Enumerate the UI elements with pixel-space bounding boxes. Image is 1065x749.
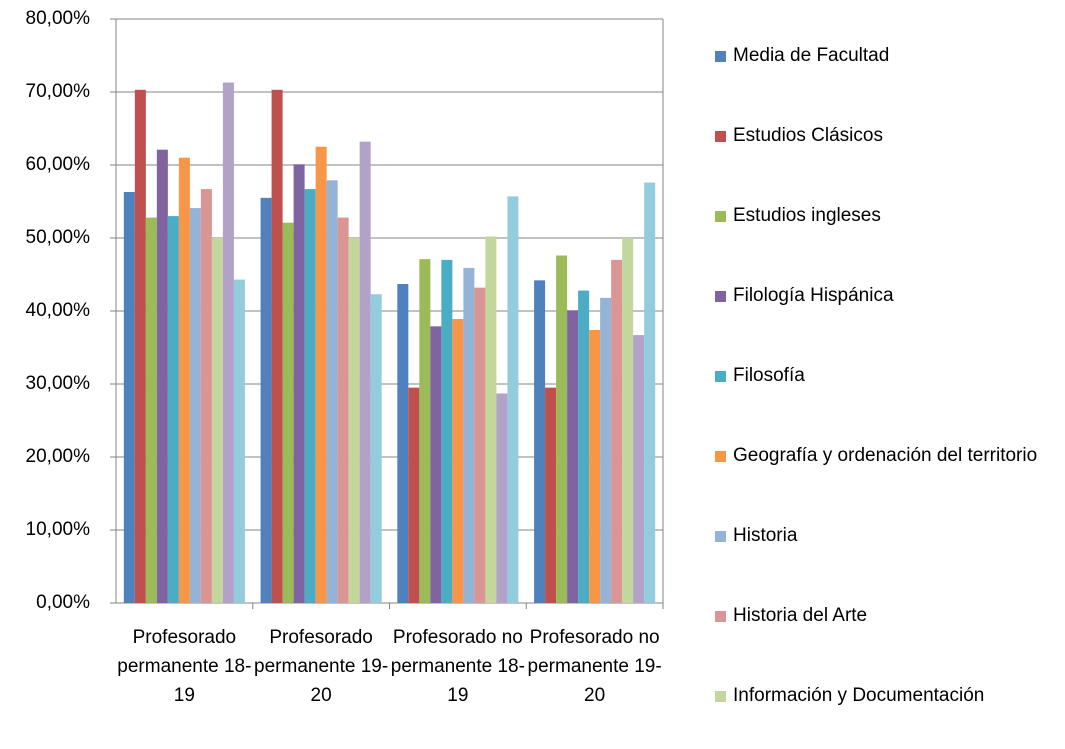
y-tick-label: 40,00% [26, 300, 91, 321]
bar [644, 182, 656, 603]
bar [260, 197, 272, 603]
bar [359, 141, 371, 603]
legend-label: Filología Hispánica [733, 285, 894, 306]
legend-swatch [715, 611, 726, 622]
legend-label: Geografía y ordenación del territorio [733, 445, 1038, 466]
bar [156, 149, 168, 604]
legend-item: Estudios Clásicos [715, 121, 1055, 151]
bar [271, 89, 283, 603]
bar [304, 189, 316, 603]
bar [326, 180, 338, 603]
y-tick-label: 10,00% [26, 519, 91, 540]
x-tick-label: Profesorado no permanente 18-19 [390, 627, 525, 706]
bar [441, 259, 453, 603]
bar [534, 280, 546, 603]
bar [189, 208, 201, 603]
legend-label: Media de Facultad [733, 45, 890, 66]
bar [419, 259, 431, 603]
bar [293, 164, 305, 603]
bar [211, 238, 223, 603]
bar [496, 393, 508, 603]
bar [622, 238, 634, 603]
bar [452, 319, 464, 603]
bar [408, 387, 420, 603]
bar [507, 196, 519, 603]
legend-swatch [715, 531, 726, 542]
bar [315, 146, 327, 603]
legend-item: Filosofía [715, 361, 1055, 391]
y-tick-label: 20,00% [26, 446, 91, 467]
bar [282, 222, 294, 604]
bar [178, 157, 190, 603]
legend-label: Historia [733, 525, 798, 546]
bar [474, 287, 486, 603]
bar [167, 216, 179, 603]
legend-item: Historia del Arte [715, 601, 1055, 631]
bar [134, 89, 146, 603]
legend-item: Filología Hispánica [715, 281, 1055, 311]
legend-label: Filosofía [733, 365, 805, 386]
legend-item: Media de Facultad [715, 41, 1055, 71]
bar [611, 259, 623, 603]
bar [348, 238, 360, 603]
bar [145, 217, 157, 603]
y-tick-label: 70,00% [26, 81, 91, 102]
legend-swatch [715, 451, 726, 462]
legend-label: Estudios Clásicos [733, 125, 883, 146]
legend-label: Historia del Arte [733, 605, 868, 626]
bar [567, 310, 579, 603]
legend-swatch [715, 691, 726, 702]
bar [430, 326, 442, 603]
bar [556, 255, 568, 603]
bar [123, 192, 135, 603]
x-tick-label: Profesorado permanente 18-19 [117, 627, 252, 706]
legend-swatch [715, 51, 726, 62]
bar [200, 189, 212, 603]
bar [578, 290, 590, 603]
legend-swatch [715, 131, 726, 142]
legend-label: Estudios ingleses [733, 205, 881, 226]
y-tick-label: 60,00% [26, 154, 91, 175]
bar [485, 236, 497, 604]
bar [337, 217, 349, 603]
bar [463, 267, 475, 603]
legend-swatch [715, 291, 726, 302]
y-tick-label: 0,00% [36, 592, 90, 613]
bar [397, 283, 409, 603]
y-tick-label: 30,00% [26, 373, 91, 394]
bar [633, 335, 645, 603]
x-tick-label: Profesorado no permanente 19-20 [527, 627, 662, 706]
legend-label: Información y Documentación [733, 685, 985, 706]
bar [589, 329, 601, 603]
x-tick-label: Profesorado permanente 19-20 [254, 627, 389, 706]
bar [370, 294, 382, 603]
bar [222, 82, 234, 603]
legend-item: Información y Documentación [715, 681, 1055, 711]
legend-item: Estudios ingleses [715, 201, 1055, 231]
y-tick-label: 50,00% [26, 227, 91, 248]
legend-item: Historia [715, 521, 1055, 551]
legend-swatch [715, 371, 726, 382]
y-tick-label: 80,00% [26, 8, 91, 29]
legend-swatch [715, 211, 726, 222]
bar [600, 297, 612, 603]
legend-item: Geografía y ordenación del territorio [715, 441, 1055, 471]
bar [233, 279, 245, 603]
bar [545, 387, 557, 603]
